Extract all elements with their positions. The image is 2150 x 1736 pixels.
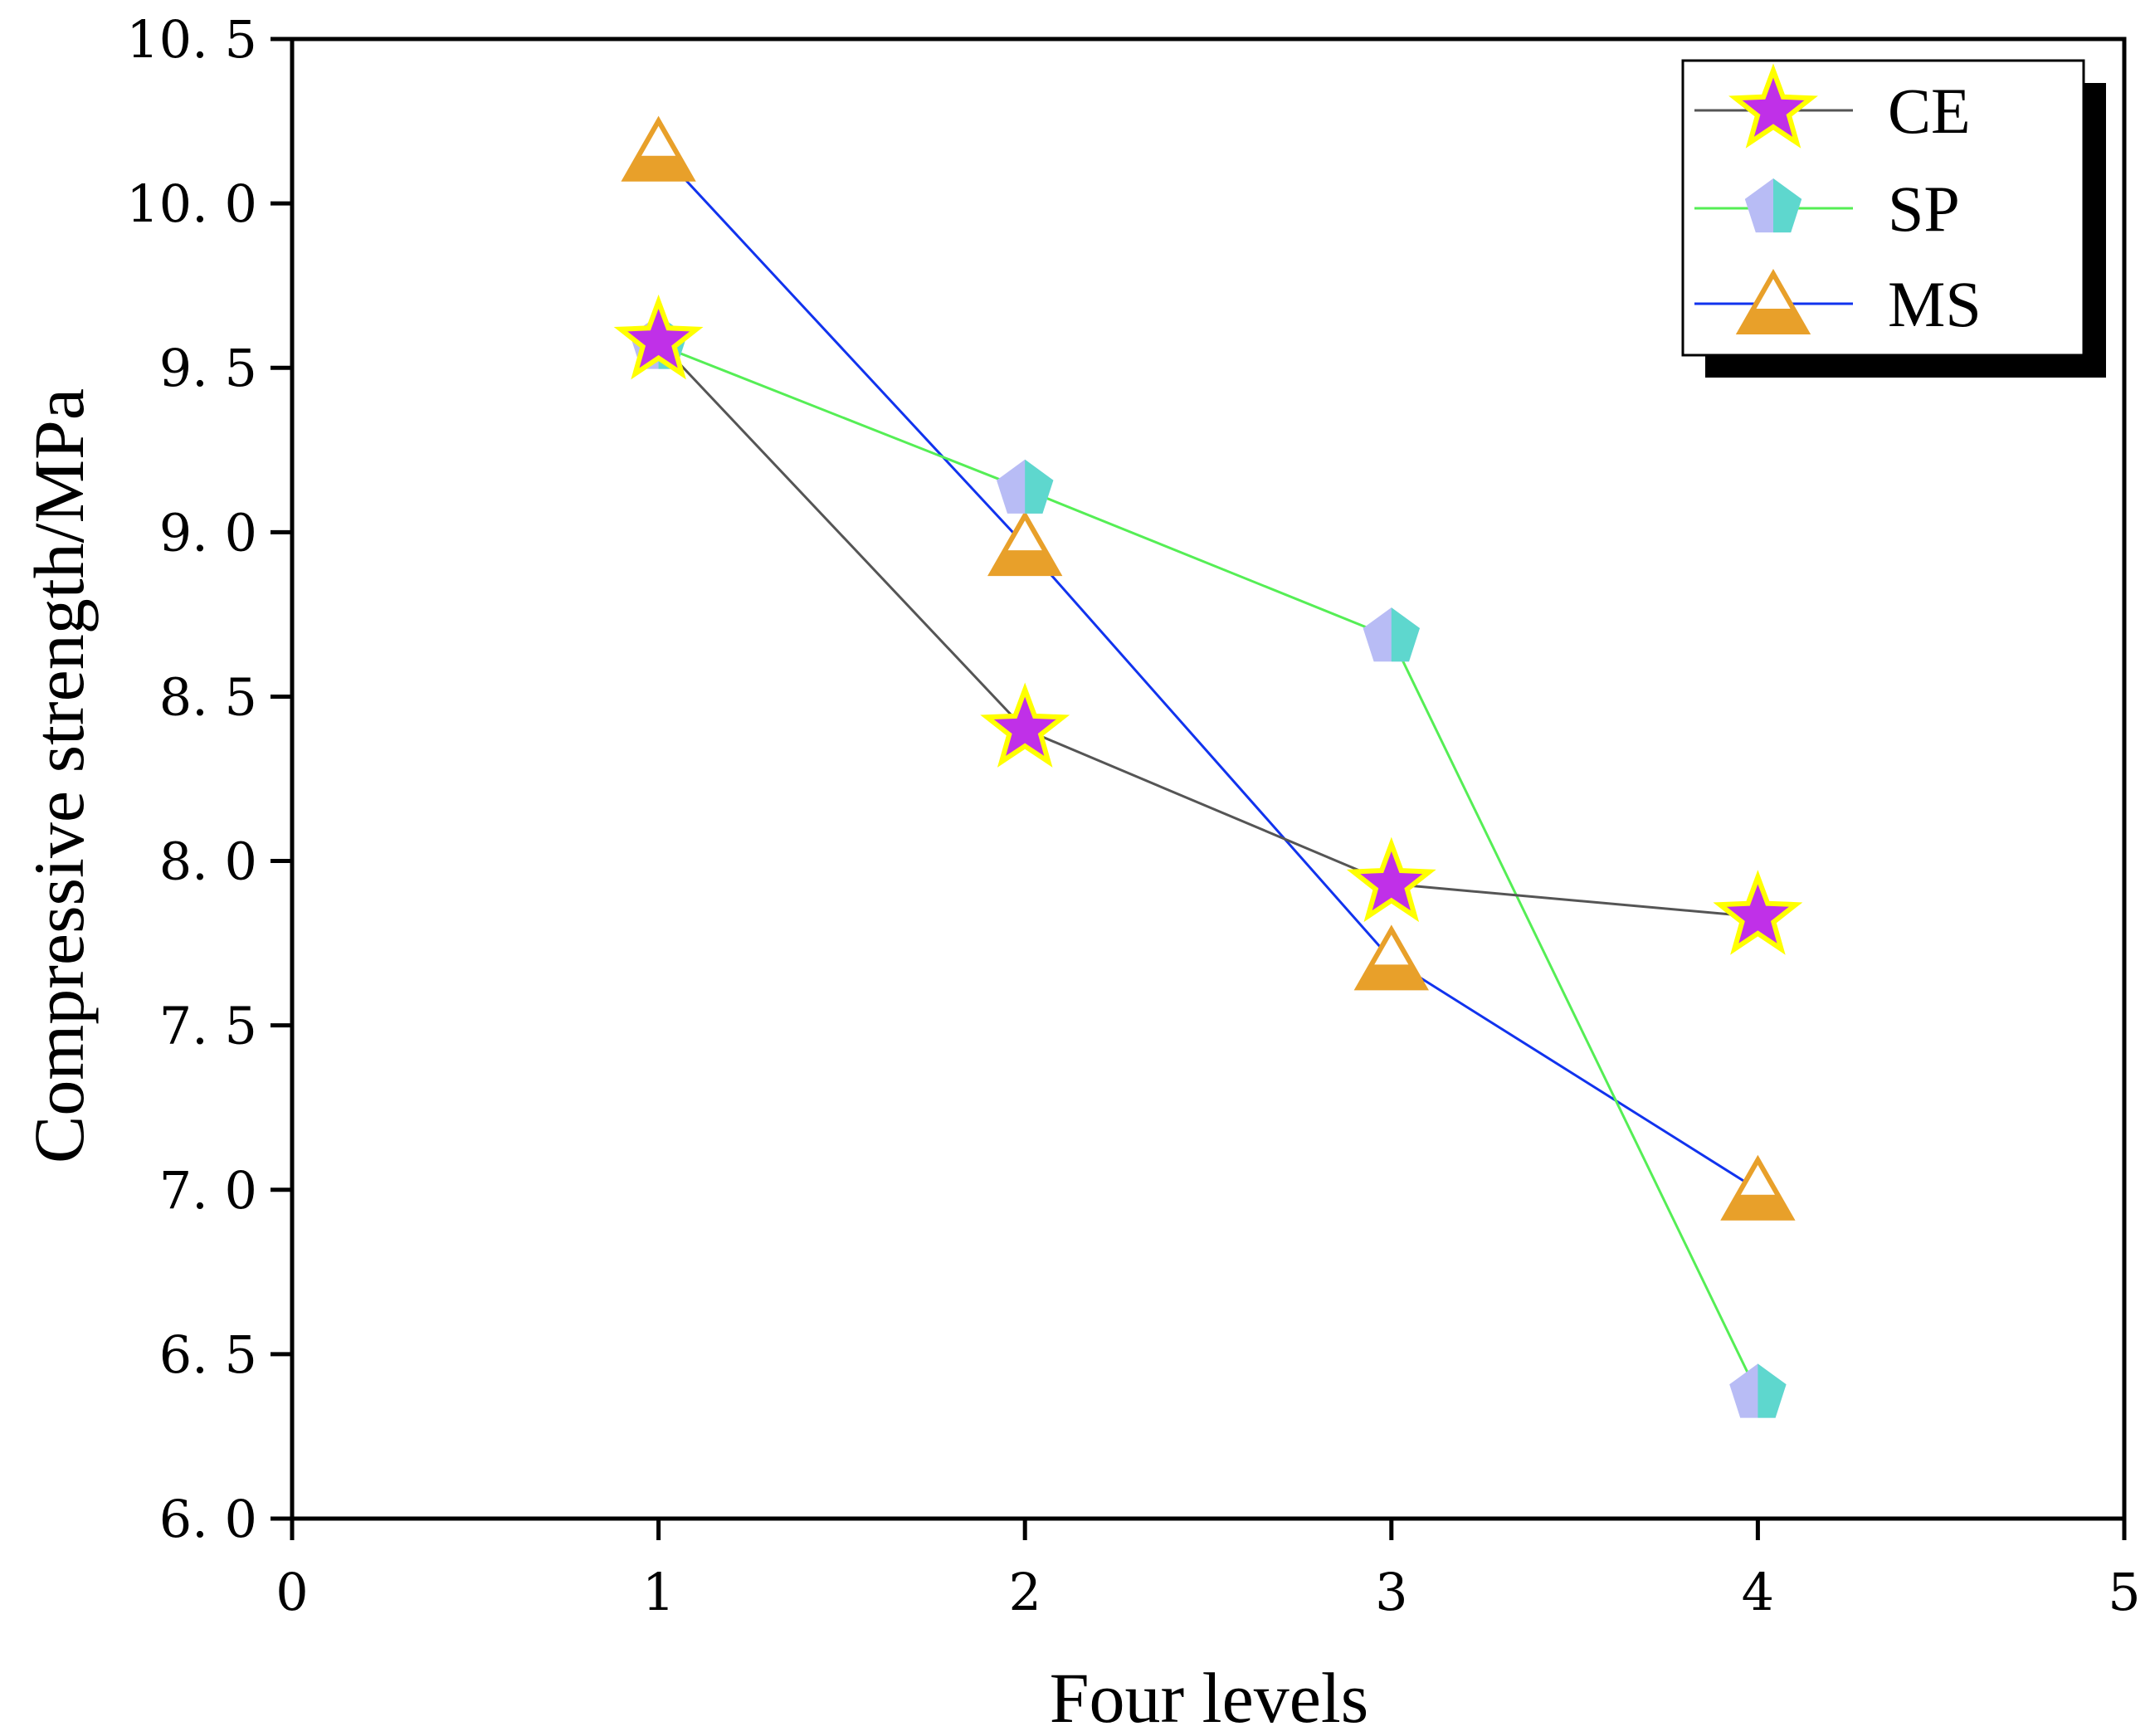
data-point-sp-shade (1758, 1363, 1787, 1418)
plot-frame (290, 37, 2127, 1521)
x-tick-label: 2 (1008, 1562, 1041, 1622)
y-tick-label: 8. 0 (159, 831, 257, 892)
data-point-sp (1363, 607, 1420, 662)
data-point-ce (613, 294, 704, 380)
y-tick-label: 7. 5 (159, 996, 257, 1056)
legend-marker-sp-shade (1773, 178, 1802, 233)
legend-label-ce: CE (1888, 75, 1971, 147)
y-tick-label: 9. 0 (159, 502, 257, 563)
series-line-sp (658, 344, 1759, 1395)
y-tick-label: 10. 0 (126, 173, 257, 234)
data-point-ms-fill (992, 550, 1059, 574)
legend-marker-ms (1735, 268, 1811, 334)
legend-marker-sp (1744, 178, 1802, 233)
x-tick-label: 5 (2108, 1562, 2140, 1622)
data-point-ce (1346, 836, 1436, 923)
series-line-ms (657, 149, 1759, 1192)
data-point-sp-shade (1391, 607, 1420, 662)
data-point-ms (1353, 924, 1429, 991)
legend-label-sp: SP (1888, 173, 1960, 245)
x-tick-label: 3 (1375, 1562, 1407, 1622)
y-axis-title: Compressive strength/MPa (19, 388, 99, 1163)
x-tick-label: 1 (642, 1562, 675, 1622)
y-tick-label: 9. 5 (159, 338, 257, 398)
y-tick-label: 8. 5 (159, 666, 257, 727)
data-point-sp (1729, 1363, 1787, 1418)
y-tick-label: 7. 0 (159, 1160, 257, 1221)
data-point-ms-fill (1724, 1194, 1792, 1218)
data-point-ms (1720, 1154, 1796, 1221)
axes: 0 1 2 3 4 5 6. 0 6. 5 7. 0 7. 5 8. 0 8. 5 9. 0 9. 5 10… (126, 9, 2140, 1622)
data-point-sp-shade (1025, 459, 1054, 514)
data-point-ms-fill (1358, 964, 1425, 988)
x-tick-label: 0 (275, 1562, 308, 1622)
plot-series (613, 115, 1803, 1418)
series-line-ce (657, 340, 1758, 919)
y-tick-label: 6. 5 (159, 1324, 257, 1385)
data-point-sp (997, 459, 1054, 514)
y-tick-label: 10. 5 (126, 9, 257, 70)
x-tick-label: 4 (1742, 1562, 1774, 1622)
legend: CE SP MS (1681, 59, 2106, 378)
data-point-ms (987, 510, 1063, 577)
legend-label-ms: MS (1888, 268, 1982, 340)
data-point-ce (1713, 870, 1803, 955)
data-point-ce (980, 682, 1070, 768)
legend-marker-ms-fill (1740, 309, 1806, 332)
x-axis-title: Four levels (1050, 1658, 1369, 1736)
y-tick-label: 6. 0 (159, 1489, 257, 1549)
data-point-ms (621, 115, 696, 182)
data-point-ms-fill (625, 155, 692, 179)
legend-marker-ce (1728, 63, 1818, 149)
